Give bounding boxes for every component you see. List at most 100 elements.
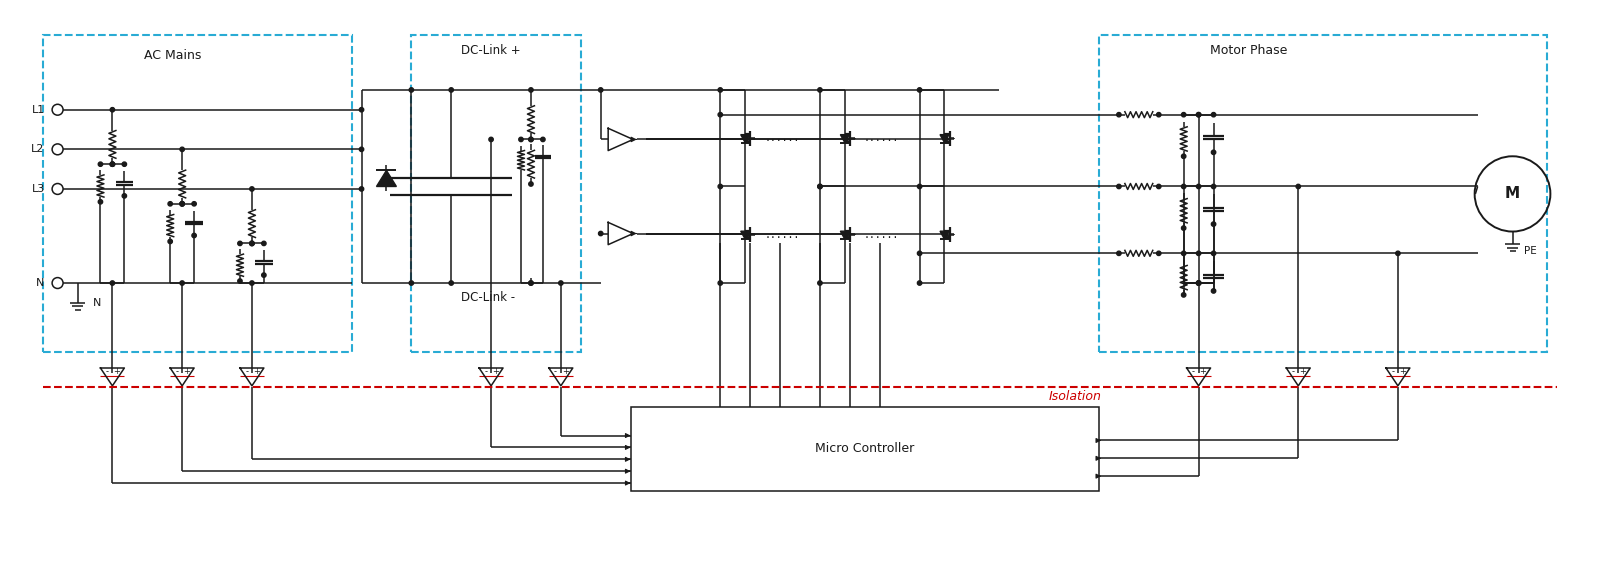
Text: +: +: [114, 367, 120, 376]
Circle shape: [917, 251, 922, 256]
Circle shape: [1181, 112, 1186, 117]
Circle shape: [528, 281, 533, 285]
Circle shape: [168, 240, 173, 244]
Circle shape: [98, 199, 102, 204]
Circle shape: [238, 241, 242, 246]
Circle shape: [1211, 185, 1216, 189]
Circle shape: [1117, 185, 1122, 189]
Circle shape: [1157, 185, 1162, 189]
Text: DC-Link +: DC-Link +: [461, 44, 522, 57]
Circle shape: [718, 185, 723, 189]
Text: N: N: [37, 278, 45, 288]
Circle shape: [1211, 222, 1216, 226]
Text: +: +: [253, 367, 259, 376]
Bar: [630, 407, 1099, 491]
Text: ......: ......: [765, 230, 800, 240]
Circle shape: [110, 162, 115, 166]
Circle shape: [718, 281, 723, 285]
Text: M: M: [1506, 186, 1520, 201]
Circle shape: [1117, 251, 1122, 256]
Circle shape: [179, 202, 184, 206]
Circle shape: [1157, 251, 1162, 256]
Circle shape: [1211, 289, 1216, 293]
Text: -: -: [554, 367, 557, 376]
Circle shape: [1211, 112, 1216, 117]
Polygon shape: [741, 135, 750, 143]
Text: -: -: [106, 367, 109, 376]
Circle shape: [238, 279, 242, 283]
Circle shape: [1296, 185, 1301, 189]
Circle shape: [1157, 112, 1162, 117]
Circle shape: [917, 88, 922, 92]
Circle shape: [528, 88, 533, 92]
Text: -: -: [245, 367, 248, 376]
Text: AC Mains: AC Mains: [144, 49, 202, 62]
Text: Isolation: Isolation: [1050, 390, 1102, 403]
Circle shape: [410, 281, 413, 285]
Circle shape: [262, 241, 266, 246]
Circle shape: [558, 281, 563, 285]
Text: ......: ......: [765, 133, 800, 143]
Circle shape: [818, 185, 822, 189]
Circle shape: [528, 182, 533, 186]
Polygon shape: [941, 231, 949, 239]
Bar: [1099, 36, 1547, 352]
Circle shape: [250, 187, 254, 191]
Circle shape: [917, 281, 922, 285]
Circle shape: [1197, 281, 1202, 285]
Circle shape: [528, 281, 533, 285]
Circle shape: [1197, 281, 1202, 285]
Circle shape: [1211, 251, 1216, 256]
Circle shape: [122, 162, 126, 166]
Circle shape: [110, 162, 115, 166]
Text: -: -: [1291, 367, 1294, 376]
Text: +: +: [182, 367, 190, 376]
Text: +: +: [1299, 367, 1306, 376]
Circle shape: [1197, 112, 1202, 117]
Circle shape: [541, 138, 546, 142]
Circle shape: [250, 241, 254, 246]
Circle shape: [917, 185, 922, 189]
Circle shape: [718, 112, 723, 117]
Circle shape: [168, 202, 173, 206]
Circle shape: [1197, 185, 1202, 189]
Text: N: N: [93, 298, 101, 308]
Circle shape: [1211, 150, 1216, 155]
Circle shape: [179, 202, 184, 206]
Text: Micro Controller: Micro Controller: [814, 442, 914, 456]
Text: L3: L3: [32, 184, 45, 194]
Circle shape: [718, 88, 723, 92]
Circle shape: [179, 281, 184, 285]
Polygon shape: [840, 231, 850, 239]
Circle shape: [1395, 251, 1400, 256]
Circle shape: [1181, 226, 1186, 230]
Circle shape: [360, 108, 363, 112]
Circle shape: [98, 162, 102, 166]
Circle shape: [1181, 293, 1186, 297]
Circle shape: [598, 231, 603, 236]
Circle shape: [450, 88, 453, 92]
Circle shape: [528, 138, 533, 142]
Circle shape: [262, 273, 266, 277]
Text: ......: ......: [864, 230, 899, 240]
Circle shape: [598, 88, 603, 92]
Circle shape: [1197, 251, 1202, 256]
Circle shape: [110, 108, 115, 112]
Text: DC-Link -: DC-Link -: [461, 292, 515, 304]
Text: -: -: [176, 367, 178, 376]
Circle shape: [1117, 112, 1122, 117]
Circle shape: [192, 233, 197, 238]
Text: ......: ......: [864, 133, 899, 143]
Circle shape: [1181, 185, 1186, 189]
Circle shape: [122, 194, 126, 198]
Text: -: -: [1390, 367, 1394, 376]
Text: PE: PE: [1525, 246, 1538, 256]
Polygon shape: [741, 231, 750, 239]
Circle shape: [518, 138, 523, 142]
Polygon shape: [840, 135, 850, 143]
Circle shape: [818, 185, 822, 189]
Circle shape: [1197, 281, 1202, 285]
Circle shape: [250, 241, 254, 246]
Circle shape: [818, 88, 822, 92]
Circle shape: [179, 147, 184, 151]
